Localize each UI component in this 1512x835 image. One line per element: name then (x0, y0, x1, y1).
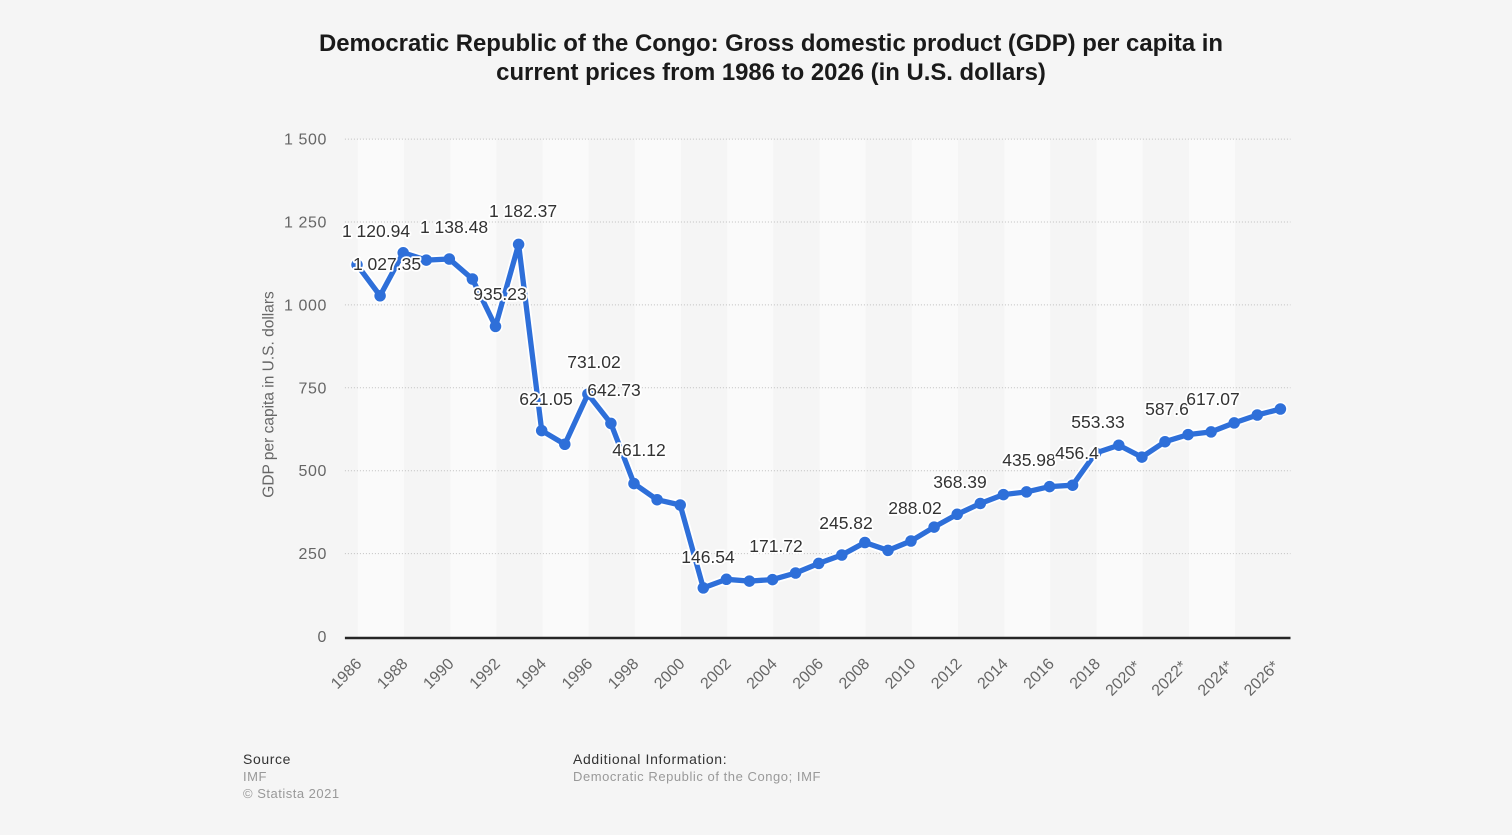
svg-text:621.05: 621.05 (519, 389, 573, 409)
svg-text:1 500: 1 500 (284, 132, 327, 149)
svg-text:0: 0 (318, 629, 328, 646)
svg-text:553.33: 553.33 (1071, 412, 1125, 432)
svg-text:500: 500 (299, 463, 328, 480)
svg-text:731.02: 731.02 (567, 352, 621, 372)
svg-text:2022*: 2022* (1149, 658, 1191, 700)
svg-text:2026*: 2026* (1241, 658, 1283, 700)
svg-text:171.72: 171.72 (749, 536, 803, 556)
svg-text:2010: 2010 (882, 655, 919, 692)
svg-text:1998: 1998 (605, 655, 642, 692)
svg-text:2024*: 2024* (1195, 658, 1237, 700)
svg-text:587.6: 587.6 (1145, 399, 1189, 419)
svg-text:1 120.94: 1 120.94 (342, 221, 410, 241)
svg-text:1988: 1988 (374, 655, 411, 692)
svg-text:456.4: 456.4 (1055, 443, 1099, 463)
svg-text:1 182.37: 1 182.37 (489, 201, 557, 221)
svg-text:1990: 1990 (420, 655, 457, 692)
svg-text:1 250: 1 250 (284, 215, 327, 232)
svg-text:2004: 2004 (744, 655, 781, 692)
svg-text:1 000: 1 000 (284, 297, 327, 314)
svg-text:GDP per capita in U.S. dollars: GDP per capita in U.S. dollars (261, 291, 278, 498)
svg-text:245.82: 245.82 (819, 513, 873, 533)
svg-text:461.12: 461.12 (612, 440, 666, 460)
svg-text:1 138.48: 1 138.48 (420, 217, 488, 237)
svg-text:2018: 2018 (1067, 655, 1104, 692)
svg-text:2006: 2006 (790, 655, 827, 692)
svg-text:435.98: 435.98 (1002, 450, 1056, 470)
svg-text:2008: 2008 (836, 655, 873, 692)
svg-text:2016: 2016 (1021, 655, 1058, 692)
svg-text:1992: 1992 (467, 655, 504, 692)
svg-text:2014: 2014 (975, 655, 1012, 692)
svg-text:1994: 1994 (513, 655, 550, 692)
svg-text:1 027.35: 1 027.35 (353, 254, 421, 274)
svg-text:935.23: 935.23 (473, 284, 527, 304)
svg-text:2002: 2002 (698, 655, 735, 692)
svg-text:250: 250 (299, 546, 328, 563)
svg-text:2012: 2012 (928, 655, 965, 692)
svg-text:146.54: 146.54 (681, 547, 735, 567)
svg-text:368.39: 368.39 (933, 472, 987, 492)
svg-text:288.02: 288.02 (888, 498, 942, 518)
svg-text:1996: 1996 (559, 655, 596, 692)
svg-text:2020*: 2020* (1103, 658, 1145, 700)
svg-text:617.07: 617.07 (1186, 389, 1240, 409)
svg-text:750: 750 (299, 380, 328, 397)
svg-text:2000: 2000 (651, 655, 688, 692)
svg-text:1986: 1986 (328, 655, 365, 692)
svg-text:642.73: 642.73 (587, 380, 641, 400)
